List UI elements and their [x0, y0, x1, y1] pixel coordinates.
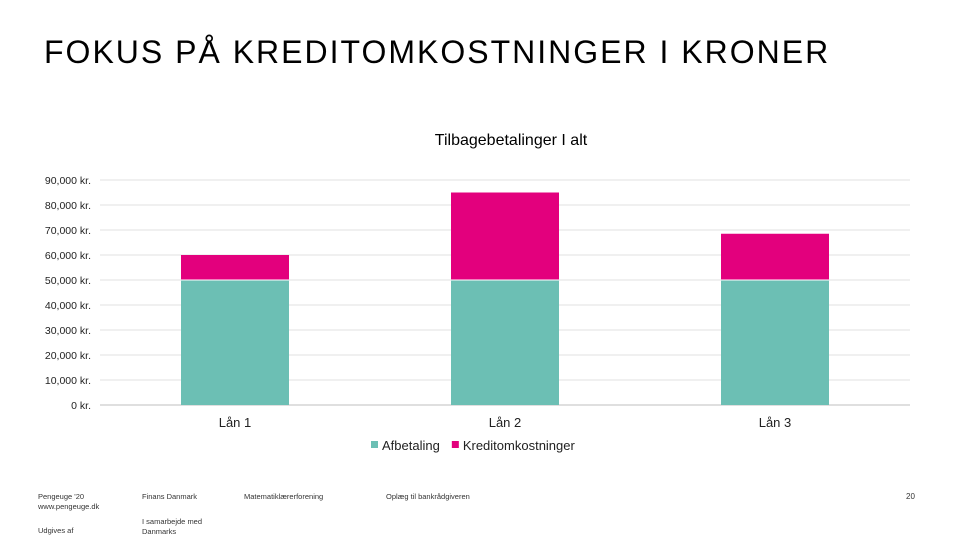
bar-segment: [181, 280, 289, 405]
bar-segment: [721, 280, 829, 405]
legend: Afbetaling Kreditomkostninger: [371, 438, 575, 453]
footer-col2: Finans Danmark I samarbejde med Danmarks: [142, 492, 202, 537]
bar-segment: [451, 280, 559, 405]
footer-event-name: Pengeuge '20: [38, 492, 85, 501]
y-tick-label: 20,000 kr.: [45, 350, 91, 362]
footer-col1: Pengeuge '20 www.pengeuge.dk Udgives af: [38, 492, 99, 536]
chart-title: Tilbagebetalinger I alt: [435, 132, 588, 149]
footer-subject: Oplæg til bankrådgiveren: [386, 492, 470, 501]
y-tick-label: 10,000 kr.: [45, 375, 91, 387]
footer-partner: Danmarks: [142, 527, 177, 536]
bar-segment: [721, 233, 829, 280]
page-number: 20: [906, 492, 915, 501]
y-tick-label: 0 kr.: [71, 400, 91, 412]
footer-website: www.pengeuge.dk: [38, 502, 100, 511]
bar-segment: [181, 255, 289, 280]
legend-label: Afbetaling: [382, 438, 440, 453]
footer-published-by: Udgives af: [38, 526, 74, 535]
y-tick-label: 80,000 kr.: [45, 200, 91, 212]
legend-swatch: [451, 441, 459, 448]
y-tick-label: 60,000 kr.: [45, 250, 91, 262]
y-tick-label: 70,000 kr.: [45, 225, 91, 237]
legend-swatch: [371, 441, 378, 448]
y-axis-tick-labels: 0 kr. 10,000 kr. 20,000 kr. 30,000 kr. 40,00…: [45, 175, 91, 412]
y-tick-label: 30,000 kr.: [45, 325, 91, 337]
y-tick-label: 40,000 kr.: [45, 300, 91, 312]
footer-in-cooperation: I samarbejde med: [142, 517, 203, 526]
bars: [181, 192, 829, 405]
x-tick-label: Lån 3: [759, 415, 792, 430]
x-tick-label: Lån 2: [489, 415, 522, 430]
x-tick-label: Lån 1: [219, 415, 252, 430]
footer-publisher: Finans Danmark: [142, 492, 198, 501]
footer-partner-org: Matematiklærerforening: [244, 492, 324, 501]
y-tick-label: 90,000 kr.: [45, 175, 91, 187]
y-tick-label: 50,000 kr.: [45, 275, 91, 287]
slide-title: FOKUS PÅ KREDITOMKOSTNINGER I KRONER: [44, 34, 831, 70]
bar-segment: [451, 192, 559, 280]
x-axis-tick-labels: Lån 1 Lån 2 Lån 3: [219, 415, 792, 430]
legend-label: Kreditomkostninger: [463, 438, 576, 453]
